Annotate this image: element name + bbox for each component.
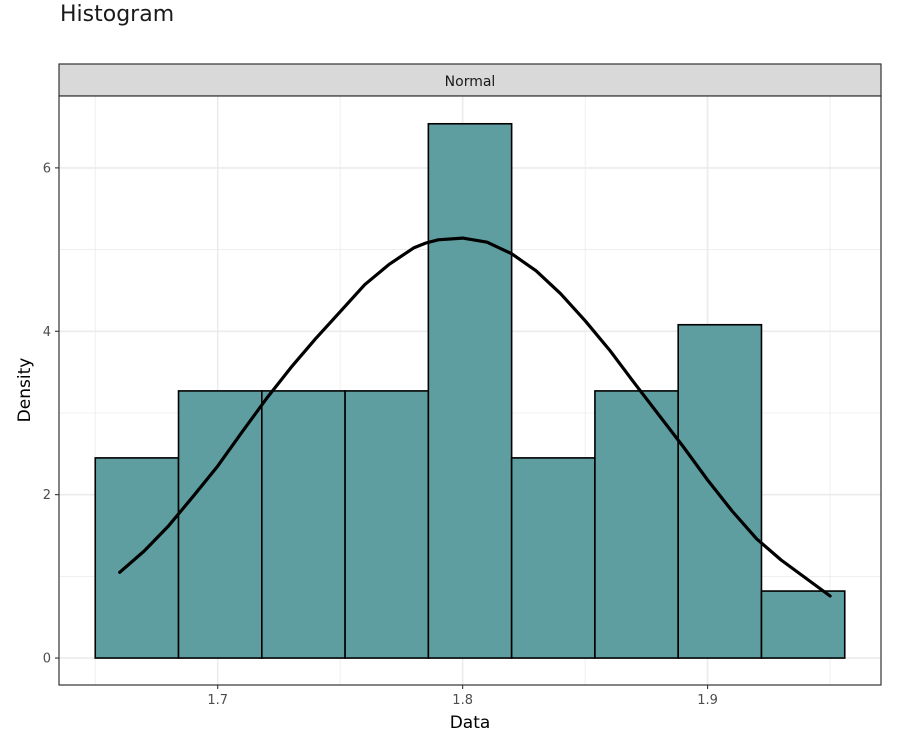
y-axis: 0 2 4 6 xyxy=(43,161,59,667)
histogram-bar-7 xyxy=(594,390,679,659)
histogram-bar-2 xyxy=(177,390,263,659)
y-tick-label: 4 xyxy=(43,325,51,340)
chart-title: Histogram xyxy=(60,2,174,27)
x-tick-label: 1.8 xyxy=(452,693,473,708)
histogram-bar-5 xyxy=(427,122,513,659)
panel-border xyxy=(58,95,882,686)
x-axis: 1.7 1.8 1.9 xyxy=(207,685,718,708)
y-tick-label: 6 xyxy=(43,161,51,176)
x-tick-label: 1.9 xyxy=(697,693,718,708)
plot-panel xyxy=(58,95,882,686)
histogram-bar-6 xyxy=(510,457,596,659)
facet-strip-label: Normal xyxy=(445,74,496,90)
histogram-bar-4 xyxy=(344,390,430,659)
histogram-bar-3 xyxy=(261,390,346,659)
facet-strip-background xyxy=(58,63,882,97)
y-tick-label: 0 xyxy=(43,652,51,667)
histogram-bar-8 xyxy=(677,323,763,659)
x-tick-label: 1.7 xyxy=(207,693,228,708)
x-axis-title: Data xyxy=(450,713,491,733)
density-curve xyxy=(118,236,832,598)
facet-strip: Normal xyxy=(58,63,882,97)
histogram-bar-9 xyxy=(760,590,846,659)
y-axis-title: Density xyxy=(15,358,35,423)
y-tick-label: 2 xyxy=(43,488,51,503)
